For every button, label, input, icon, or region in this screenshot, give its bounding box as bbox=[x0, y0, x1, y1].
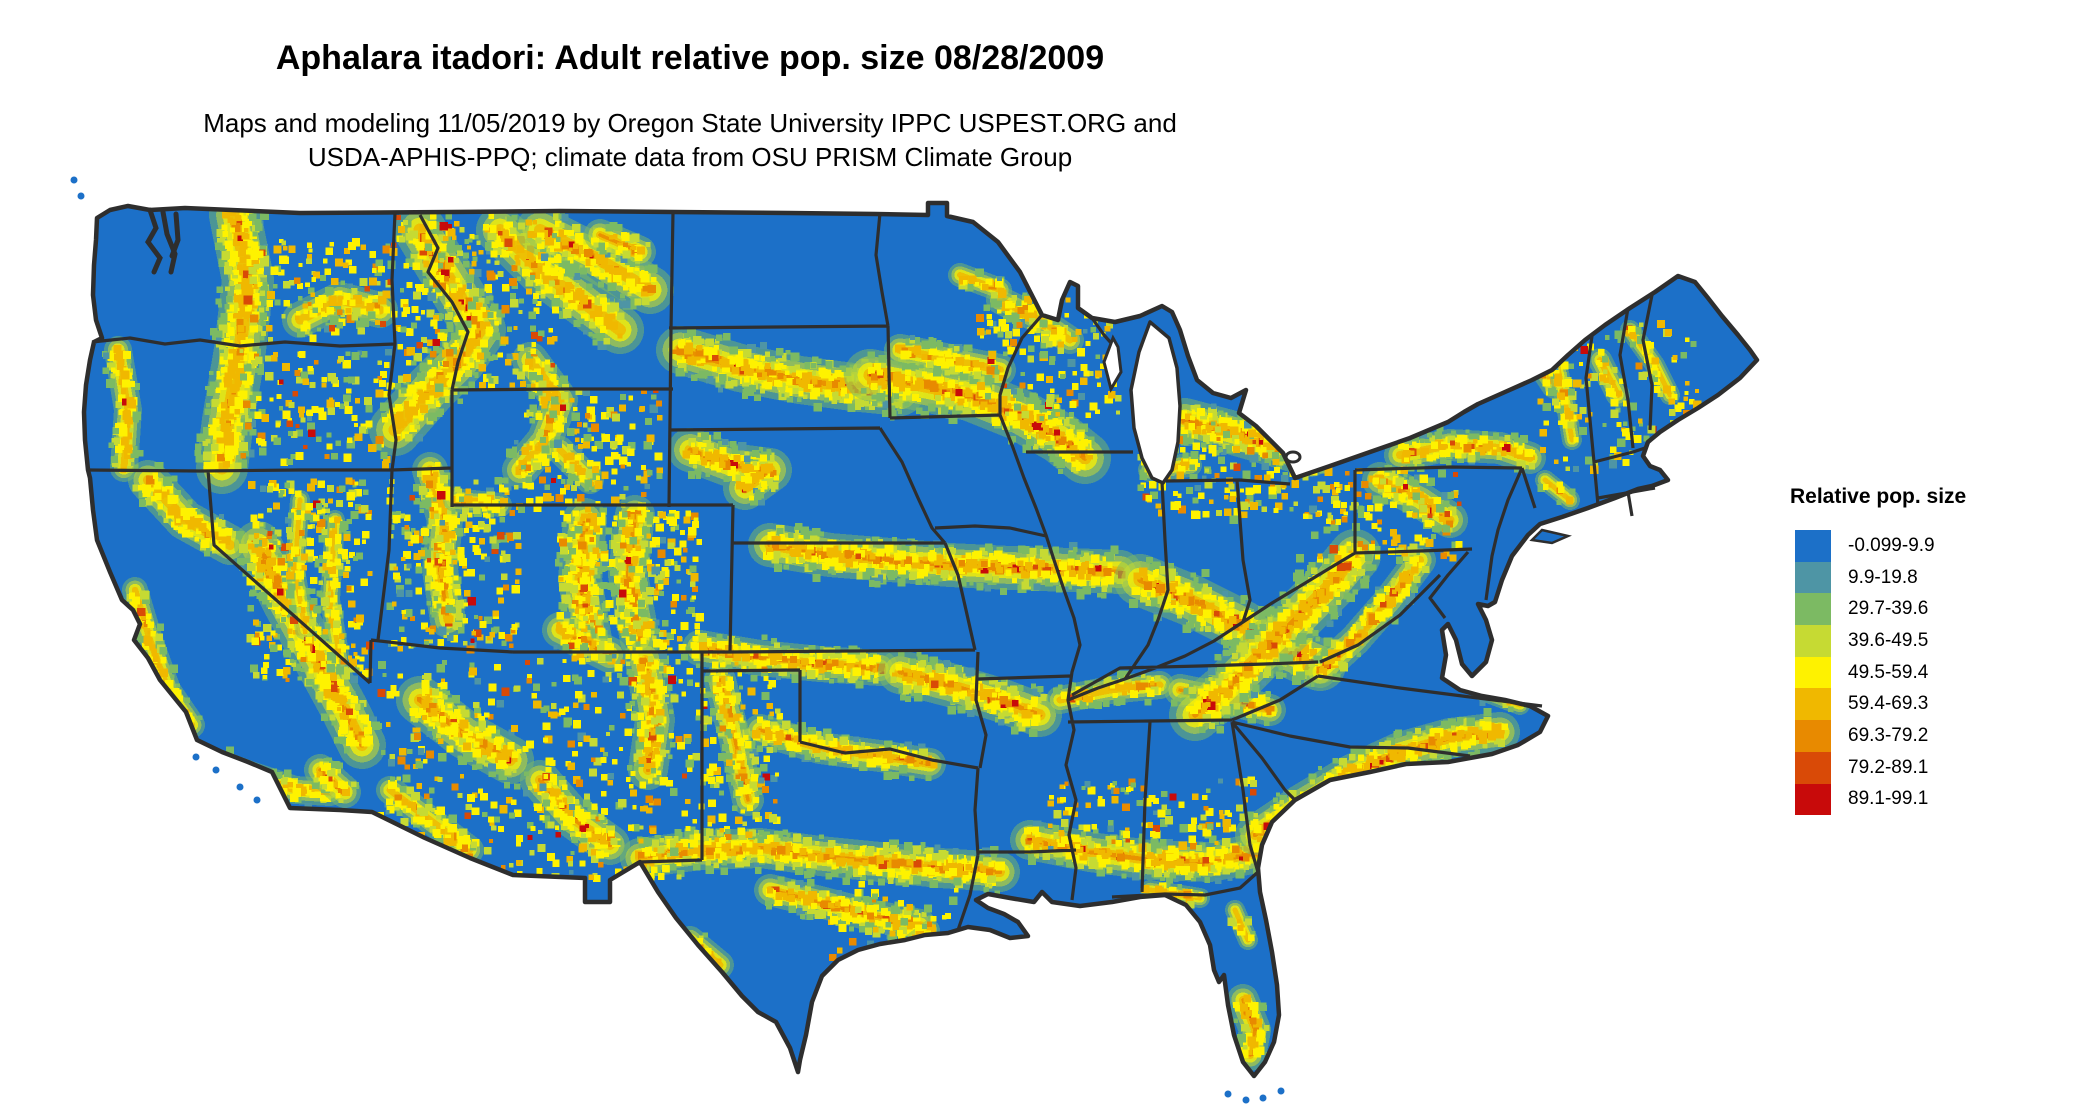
map-title: Aphalara itadori: Adult relative pop. si… bbox=[275, 39, 1105, 77]
offshore-island-dot bbox=[77, 192, 85, 200]
legend-swatch bbox=[1795, 593, 1831, 626]
legend-item-label: -0.099-9.9 bbox=[1848, 534, 1935, 556]
legend-item: 89.1-99.1 bbox=[1795, 783, 1966, 816]
legend-item-label: 69.3-79.2 bbox=[1848, 724, 1929, 746]
legend-item: -0.099-9.9 bbox=[1795, 530, 1966, 562]
map-subtitle: Maps and modeling 11/05/2019 by Oregon S… bbox=[0, 106, 1380, 174]
offshore-island-dot bbox=[192, 753, 200, 761]
legend-item-label: 29.7-39.6 bbox=[1848, 598, 1929, 620]
lake-st-clair bbox=[1284, 450, 1302, 464]
offshore-island-dot bbox=[70, 176, 78, 184]
legend-item: 79.2-89.1 bbox=[1795, 751, 1966, 784]
legend-swatch bbox=[1795, 688, 1831, 721]
offshore-island-dot bbox=[253, 796, 261, 804]
lake-michigan bbox=[1129, 320, 1182, 485]
header: Aphalara itadori: Adult relative pop. si… bbox=[0, 38, 1380, 174]
legend-item-label: 89.1-99.1 bbox=[1848, 788, 1929, 810]
legend-swatch bbox=[1795, 783, 1831, 816]
green-bay bbox=[1102, 334, 1123, 393]
legend-swatch bbox=[1795, 530, 1831, 562]
legend: Relative pop. size -0.099-9.9 9.9-19.8 29.… bbox=[1790, 484, 1967, 816]
legend-item: 49.5-59.4 bbox=[1795, 656, 1966, 689]
legend-item: 29.7-39.6 bbox=[1795, 593, 1966, 626]
legend-item-label: 79.2-89.1 bbox=[1848, 756, 1929, 778]
legend-title: Relative pop. size bbox=[1790, 485, 1967, 508]
offshore-island-dot bbox=[1277, 1087, 1285, 1095]
legend-swatch bbox=[1795, 561, 1831, 594]
legend-items: -0.099-9.9 9.9-19.8 29.7-39.6 39.6-49.5 49.5… bbox=[1790, 530, 1966, 816]
legend-item: 59.4-69.3 bbox=[1795, 688, 1966, 721]
legend-item-label: 39.6-49.5 bbox=[1848, 629, 1929, 651]
legend-swatch bbox=[1795, 625, 1831, 657]
offshore-island-dot bbox=[212, 766, 220, 774]
map-subtitle-line1: Maps and modeling 11/05/2019 by Oregon S… bbox=[203, 108, 1177, 138]
legend-item: 39.6-49.5 bbox=[1795, 625, 1966, 657]
long-island bbox=[1529, 528, 1572, 545]
us-outline bbox=[81, 200, 1760, 1079]
state-borders bbox=[87, 211, 1656, 931]
offshore-island-dot bbox=[236, 783, 244, 791]
legend-item-label: 49.5-59.4 bbox=[1848, 661, 1929, 683]
map-subtitle-line2: USDA-APHIS-PPQ; climate data from OSU PR… bbox=[307, 142, 1073, 172]
puget-sound bbox=[145, 207, 181, 275]
offshore-island-dot bbox=[1242, 1096, 1250, 1104]
offshore-island-dot bbox=[1224, 1090, 1232, 1098]
legend-swatch bbox=[1795, 656, 1831, 689]
legend-item-label: 9.9-19.8 bbox=[1848, 566, 1918, 588]
us-landmass bbox=[84, 203, 1757, 1076]
legend-swatch bbox=[1795, 720, 1831, 752]
legend-item: 9.9-19.8 bbox=[1795, 561, 1966, 594]
legend-swatch bbox=[1795, 751, 1831, 784]
legend-item-label: 59.4-69.3 bbox=[1848, 693, 1929, 715]
legend-item: 69.3-79.2 bbox=[1795, 720, 1966, 752]
offshore-island-dot bbox=[1259, 1094, 1267, 1102]
